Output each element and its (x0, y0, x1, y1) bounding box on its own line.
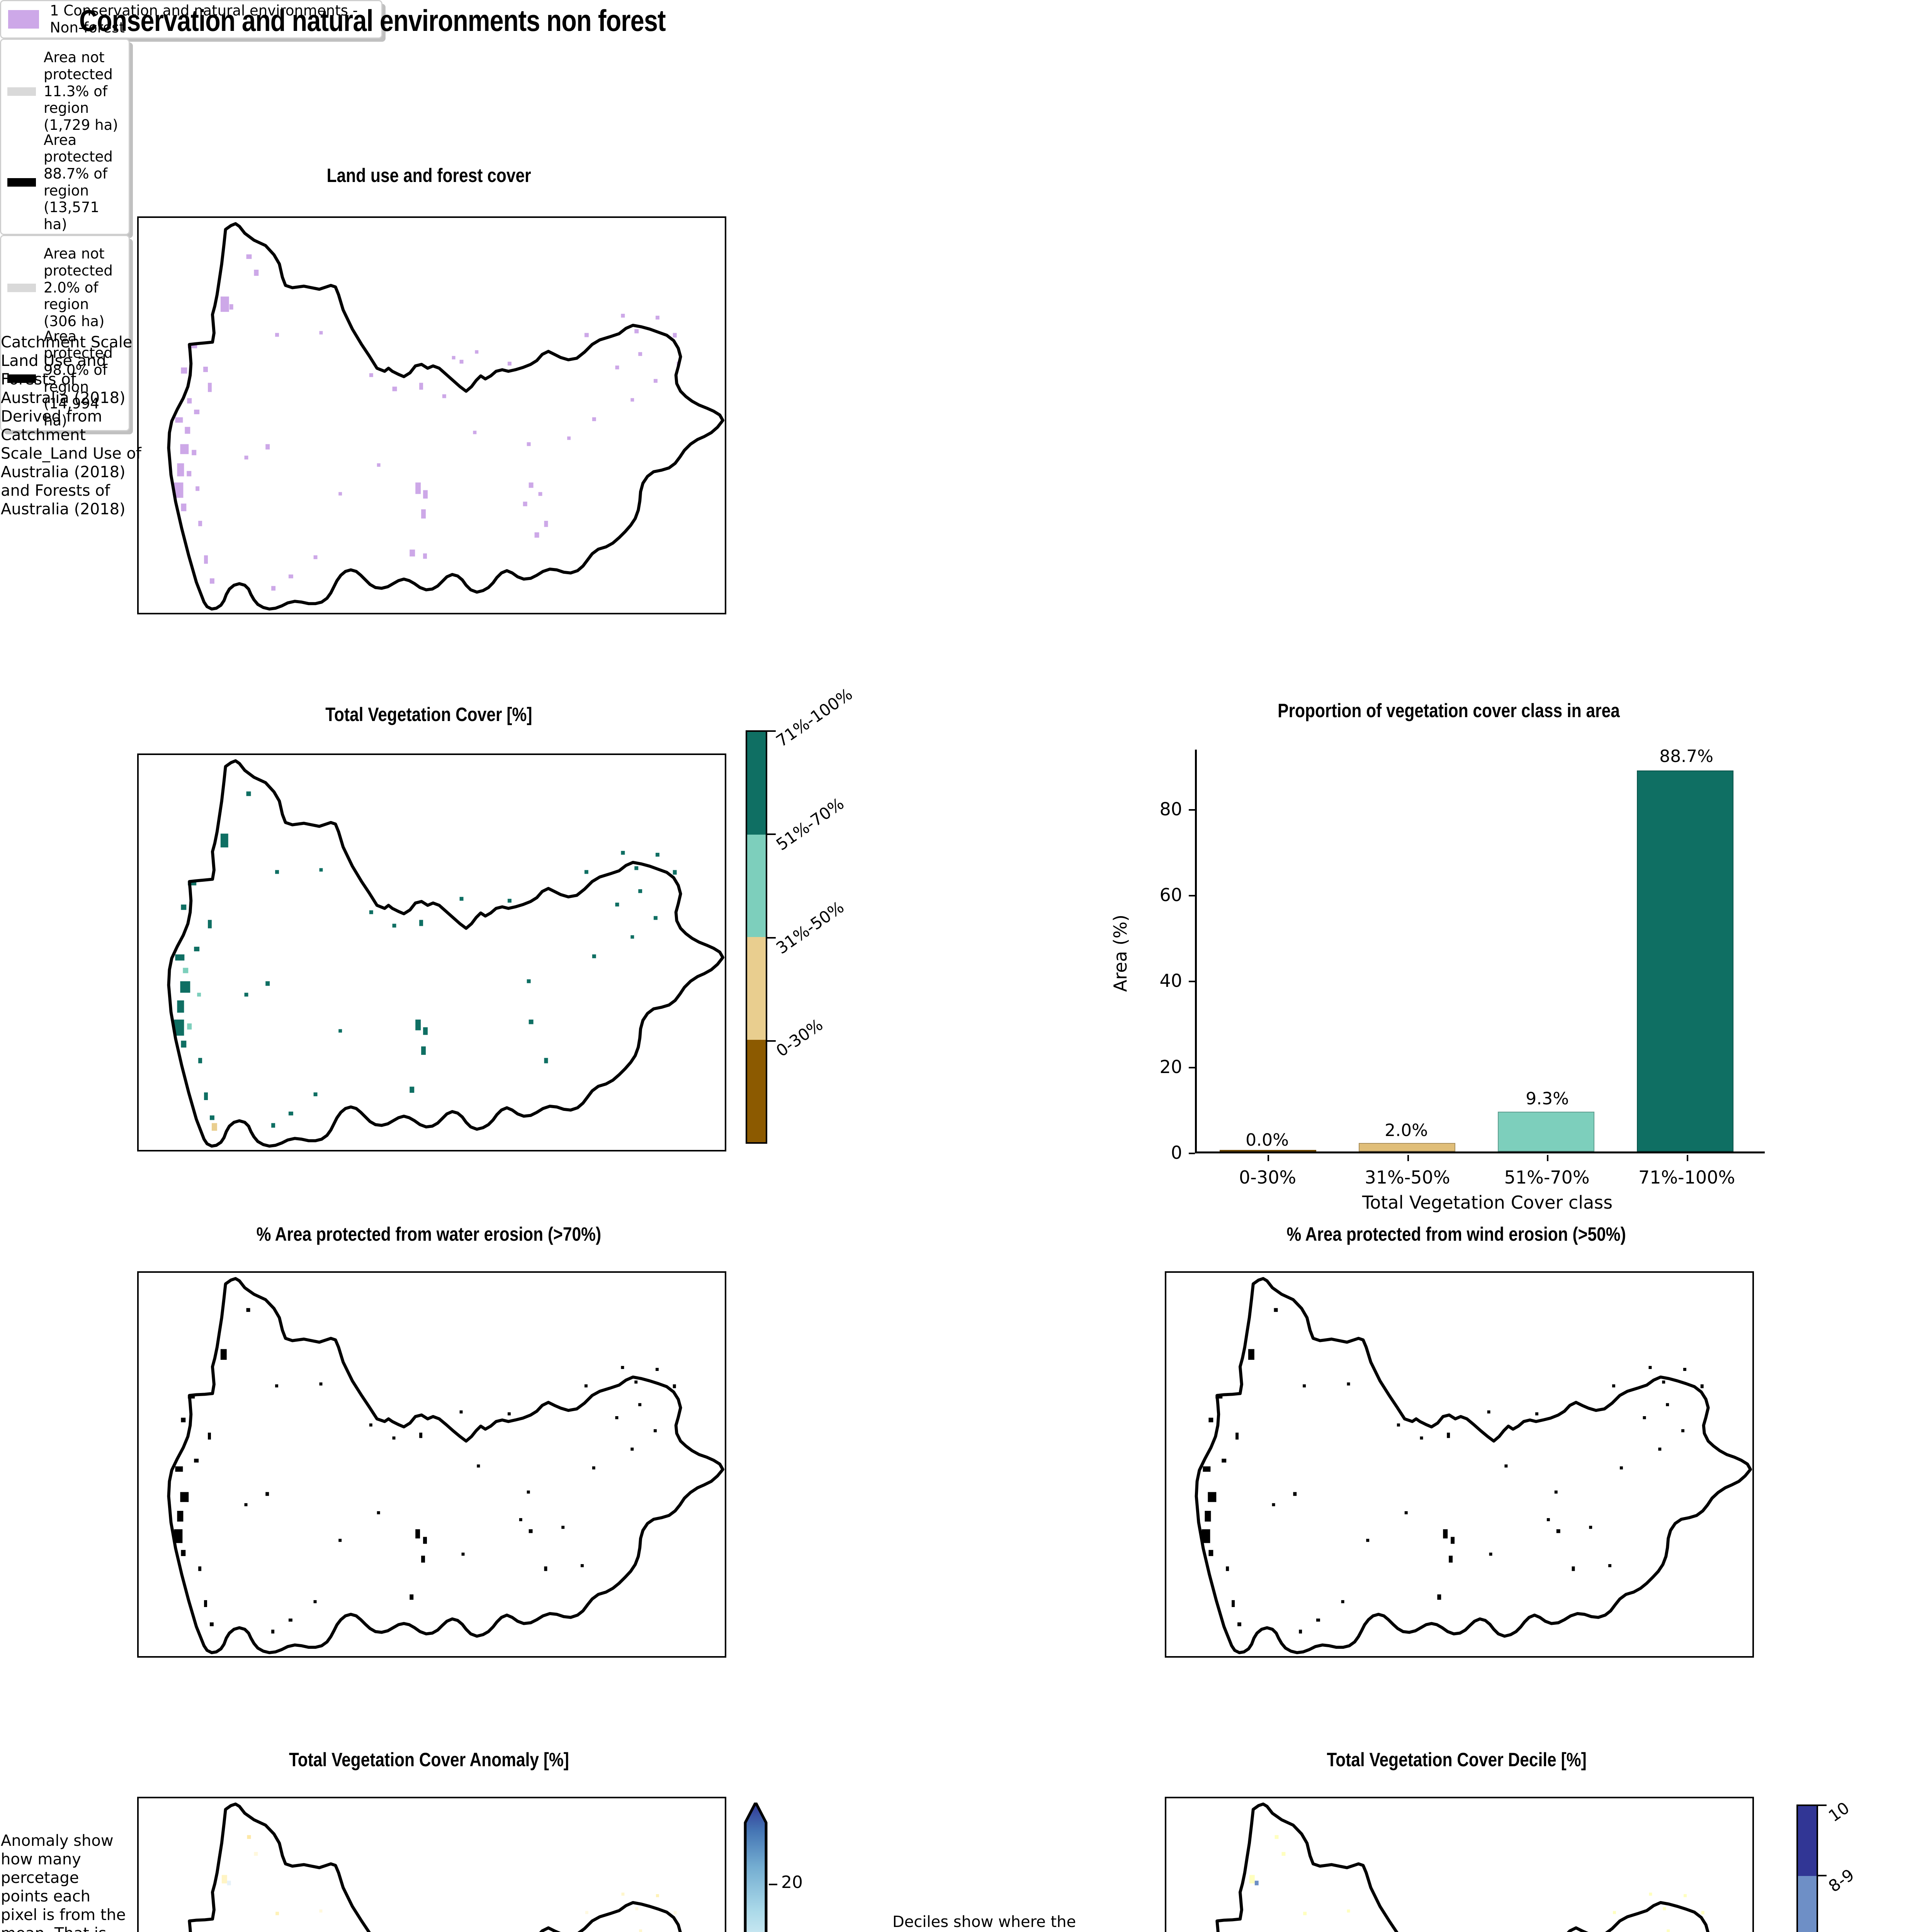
bar-71-100[interactable] (1637, 770, 1734, 1151)
decile-pixels (1249, 1835, 1704, 1932)
map-anomaly-svg (188, 1802, 682, 1932)
landuse-pixels (174, 254, 680, 591)
catchment-boundary (1195, 1277, 1752, 1655)
anomaly-annotation: Anomaly show how many percetage points e… (1, 1832, 126, 1932)
panel-title-land-use: Land use and forest cover (326, 165, 531, 186)
legend-label-not-protected-water: Area not protected 11.3% of region (1,72… (44, 49, 118, 133)
map-land-use[interactable] (137, 216, 726, 614)
legend-label-conservation: 1 Conservation and natural environments … (50, 2, 358, 36)
bar-51-70[interactable] (1498, 1112, 1594, 1151)
xtick-71-100: 71%-100% (1638, 1167, 1735, 1188)
xtick-0-30: 0-30% (1239, 1167, 1297, 1188)
bar-0-30[interactable] (1219, 1150, 1316, 1151)
legend-label-protected-wind: Area protected 98.0% of region (14,994 h… (44, 328, 113, 429)
bar-value-51-70: 9.3% (1526, 1089, 1569, 1109)
ytick-40: 40 (1159, 970, 1182, 991)
chart-xlabel: Total Vegetation Cover class (1362, 1192, 1613, 1213)
legend-swatch-not-protected-wind (7, 283, 36, 292)
cbar-seg-71-100 (747, 732, 766, 835)
bar-value-71-100: 88.7% (1659, 747, 1713, 766)
catchment-boundary (1215, 1802, 1710, 1932)
chart-ylabel: Area (%) (1110, 914, 1131, 992)
legend-row-not-protected-water: Area not protected 11.3% of region (1,72… (7, 46, 122, 137)
map-water-erosion[interactable] (137, 1271, 726, 1658)
cbar-seg-0-30 (747, 1039, 766, 1142)
bar-31-50[interactable] (1358, 1143, 1455, 1151)
cbar-seg-decile-10 (1798, 1806, 1817, 1876)
legend-row-protected-wind: Area protected 98.0% of region (14,994 h… (7, 328, 122, 429)
ytick-0: 0 (1171, 1142, 1182, 1163)
bar-chart-axes (1195, 750, 1765, 1153)
cbar-seg-decile-8-9 (1798, 1876, 1817, 1932)
ytick-60: 60 (1159, 884, 1182, 905)
bar-value-0-30: 0.0% (1246, 1130, 1289, 1150)
map-wind-erosion-svg (1195, 1277, 1752, 1655)
cbar-label-decile-10: 10 (1825, 1798, 1853, 1826)
map-land-use-svg (167, 222, 725, 611)
colorbar-anomaly (744, 1803, 768, 1932)
map-wind-erosion[interactable] (1165, 1271, 1754, 1658)
protected-pixels (174, 1308, 676, 1634)
legend-land-use[interactable]: 1 Conservation and natural environments … (0, 0, 382, 39)
cbar-tick-anom-20: 20 (781, 1872, 803, 1892)
cbar-label-veg-0-30: 0-30% (772, 1015, 826, 1061)
legend-swatch-protected-water (7, 178, 36, 187)
map-anomaly[interactable] (137, 1797, 726, 1932)
panel-title-water-erosion: % Area protected from water erosion (>70… (256, 1223, 602, 1245)
legend-wind-erosion[interactable]: Area not protected 2.0% of region (306 h… (0, 235, 130, 431)
map-decile[interactable] (1165, 1797, 1754, 1932)
colorbar-veg-cover (746, 730, 767, 1144)
bar-value-31-50: 2.0% (1385, 1121, 1428, 1140)
cbar-seg-31-50 (747, 937, 766, 1040)
panel-title-anomaly: Total Vegetation Cover Anomaly [%] (289, 1749, 569, 1770)
cbar-label-decile-8-9: 8-9 (1825, 1865, 1858, 1896)
colorbar-decile (1796, 1804, 1818, 1932)
legend-label-protected-water: Area protected 88.7% of region (13,571 h… (44, 131, 113, 233)
catchment-boundary (167, 759, 725, 1148)
catchment-boundary (167, 222, 725, 611)
ytick-80: 80 (1159, 799, 1182, 820)
panel-title-wind-erosion: % Area protected from wind erosion (>50%… (1286, 1223, 1626, 1245)
legend-row-protected-water: Area protected 88.7% of region (13,571 h… (7, 132, 122, 233)
cbar-label-veg-71-100: 71%-100% (772, 684, 856, 751)
legend-water-erosion[interactable]: Area not protected 11.3% of region (1,72… (0, 39, 130, 235)
land-use-annotation: Catchment Scale Land Use and Forests of … (1, 333, 141, 518)
cbar-label-veg-31-50: 31%-50% (772, 897, 848, 958)
map-water-erosion-svg (167, 1277, 725, 1655)
legend-swatch-not-protected-water (7, 87, 36, 96)
cbar-label-veg-51-70: 51%-70% (772, 794, 848, 854)
map-veg-cover-svg (167, 759, 725, 1148)
cbar-seg-51-70 (747, 834, 766, 937)
map-decile-svg (1215, 1802, 1710, 1932)
decile-annotation: Deciles show where the pixel value lies … (892, 1913, 1076, 1932)
ytick-20: 20 (1159, 1056, 1182, 1077)
catchment-boundary (167, 1277, 725, 1655)
panel-title-veg-cover: Total Vegetation Cover [%] (325, 704, 532, 725)
legend-swatch-conservation (8, 10, 39, 29)
veg-cover-pixels (174, 791, 677, 1131)
map-veg-cover[interactable] (137, 753, 726, 1151)
legend-swatch-protected-wind (7, 374, 36, 383)
anomaly-pixels (221, 1835, 677, 1932)
page-title: Conservation and natural environments no… (79, 3, 666, 37)
legend-row-not-protected-wind: Area not protected 2.0% of region (306 h… (7, 242, 122, 333)
legend-label-not-protected-wind: Area not protected 2.0% of region (306 h… (44, 245, 113, 330)
chart-title: Proportion of vegetation cover class in … (1278, 700, 1620, 721)
panel-title-decile: Total Vegetation Cover Decile [%] (1326, 1749, 1587, 1770)
catchment-boundary (188, 1802, 682, 1932)
xtick-51-70: 51%-70% (1504, 1167, 1590, 1188)
protected-pixels (1201, 1308, 1704, 1634)
xtick-31-50: 31%-50% (1365, 1167, 1450, 1188)
